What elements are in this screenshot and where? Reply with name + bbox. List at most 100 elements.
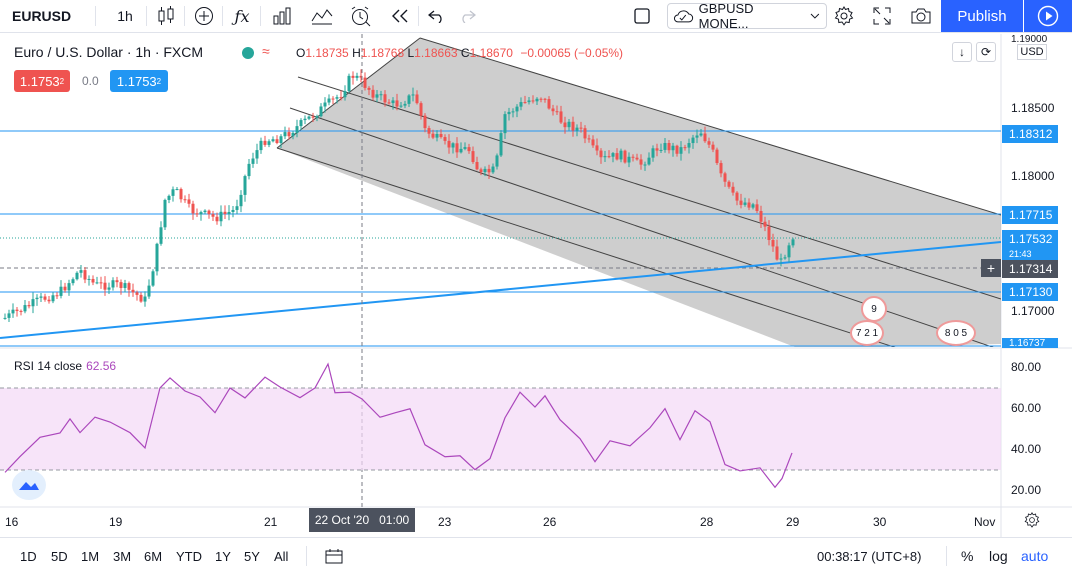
candle-body xyxy=(307,116,311,119)
high-label: H xyxy=(352,46,361,60)
candle-body xyxy=(775,246,779,260)
undo-icon[interactable] xyxy=(422,0,452,32)
add-alert-icon[interactable]: + xyxy=(981,259,1001,277)
candle-body xyxy=(115,280,119,283)
candle-body xyxy=(363,77,367,88)
economic-event-icon[interactable]: 8 0 5 xyxy=(936,320,976,346)
templates-icon[interactable] xyxy=(306,0,338,32)
auto-toggle[interactable]: auto xyxy=(1021,548,1049,564)
candle-body xyxy=(79,270,83,273)
fullscreen-icon[interactable] xyxy=(866,0,898,32)
range-5d[interactable]: 5D xyxy=(51,548,68,564)
replay-icon[interactable] xyxy=(384,0,416,32)
play-icon[interactable] xyxy=(1024,0,1072,32)
tradingview-logo[interactable] xyxy=(12,470,46,500)
alarm-clock-icon[interactable] xyxy=(344,0,376,32)
publish-button[interactable]: Publish xyxy=(941,0,1023,32)
candles-icon[interactable] xyxy=(150,0,182,32)
square-icon[interactable] xyxy=(626,0,658,32)
candle-body xyxy=(299,120,303,127)
bar-chart-icon[interactable] xyxy=(266,0,298,32)
divider xyxy=(260,6,261,26)
range-ytd[interactable]: YTD xyxy=(176,548,202,564)
candle-body xyxy=(51,295,55,302)
candle-body xyxy=(227,211,231,214)
compare-symbol-selector[interactable]: GBPUSD MONE... xyxy=(667,1,827,31)
candle-body xyxy=(3,317,7,319)
fx-icon[interactable]: ƒx xyxy=(234,6,250,26)
range-1d[interactable]: 1D xyxy=(20,548,37,564)
restore-icon[interactable]: ⟳ xyxy=(976,42,996,62)
chart-settings-icon[interactable] xyxy=(1024,512,1040,533)
candle-body xyxy=(755,204,759,211)
candle-body xyxy=(407,95,411,104)
candle-body xyxy=(559,111,563,123)
range-1y[interactable]: 1Y xyxy=(215,548,231,564)
candle-body xyxy=(707,141,711,145)
candle-body xyxy=(683,147,687,149)
candle-body xyxy=(131,289,135,293)
interval-button[interactable]: 1h xyxy=(117,8,133,24)
candle-body xyxy=(615,153,619,160)
candle-body xyxy=(435,134,439,138)
bottom-toolbar: 1D 5D 1M 3M 6M YTD 1Y 5Y All 00:38:17 (U… xyxy=(0,537,1072,574)
candle-body xyxy=(271,139,275,142)
last-price-label: 1.17532 xyxy=(1002,230,1058,248)
range-6m[interactable]: 6M xyxy=(144,548,163,564)
price-tick: 1.19000 xyxy=(1011,34,1048,45)
economic-event-icon[interactable]: 9 xyxy=(861,296,887,322)
candle-body xyxy=(767,226,771,241)
candle-body xyxy=(239,194,243,207)
candle-body xyxy=(275,139,279,143)
percent-toggle[interactable]: % xyxy=(961,548,974,564)
range-5y[interactable]: 5Y xyxy=(244,548,260,564)
candle-body xyxy=(463,147,467,149)
price-label: 1.17130 xyxy=(1002,283,1058,301)
candle-body xyxy=(183,199,187,201)
close-label: C xyxy=(460,46,470,60)
symbol-search[interactable]: EURUSD xyxy=(12,8,72,24)
camera-icon[interactable] xyxy=(904,0,938,32)
candle-body xyxy=(199,212,203,215)
gear-icon[interactable] xyxy=(828,0,860,32)
candle-body xyxy=(419,103,423,116)
arrow-down-icon[interactable]: ↓ xyxy=(952,42,972,62)
economic-event-icon[interactable]: 7 2 1 xyxy=(850,320,884,346)
channel-fill xyxy=(277,38,1001,347)
redo-icon[interactable] xyxy=(452,0,482,32)
candle-body xyxy=(723,173,727,182)
candle-body xyxy=(483,168,487,173)
candle-body xyxy=(595,145,599,151)
range-all[interactable]: All xyxy=(274,548,289,564)
candle-body xyxy=(535,98,539,102)
low-value: 1.18663 xyxy=(414,46,458,60)
price-label: 1.16737 xyxy=(1002,338,1058,349)
divider xyxy=(418,6,419,26)
range-1m[interactable]: 1M xyxy=(81,548,100,564)
candles-series xyxy=(3,69,795,322)
candle-body xyxy=(19,310,23,312)
plus-circle-icon[interactable] xyxy=(188,0,220,32)
candle-body xyxy=(619,150,623,160)
candle-body xyxy=(99,282,103,284)
rsi-line xyxy=(4,362,793,489)
price-chart[interactable] xyxy=(0,0,1072,537)
candle-body xyxy=(679,147,683,154)
countdown-label: 21:43 xyxy=(1002,248,1058,260)
open-label: O xyxy=(296,46,306,60)
range-3m[interactable]: 3M xyxy=(113,548,132,564)
candle-body xyxy=(323,102,327,107)
candle-body xyxy=(175,189,179,191)
candle-body xyxy=(351,75,355,78)
candle-body xyxy=(631,156,635,158)
divider xyxy=(946,546,947,566)
clock-timezone[interactable]: 00:38:17 (UTC+8) xyxy=(817,548,922,564)
candle-body xyxy=(151,271,155,286)
currency-label[interactable]: USD xyxy=(1017,44,1047,60)
buy-button[interactable]: 1.1753 2 xyxy=(110,70,168,92)
log-toggle[interactable]: log xyxy=(989,548,1008,564)
candle-body xyxy=(355,75,359,78)
calendar-icon[interactable] xyxy=(325,538,343,574)
candle-body xyxy=(579,127,583,129)
sell-button[interactable]: 1.1753 2 xyxy=(14,70,70,92)
